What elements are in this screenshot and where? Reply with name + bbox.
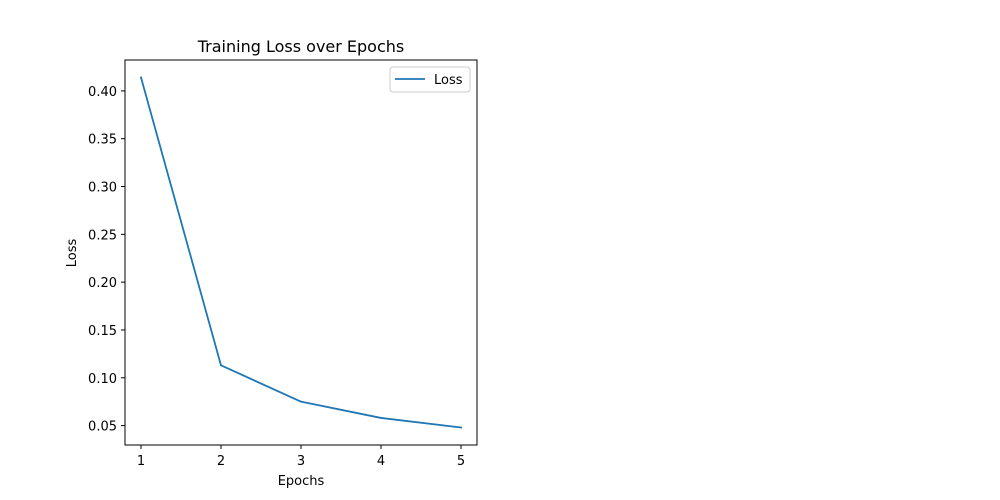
data-point [380, 417, 382, 419]
x-tick-label: 1 [137, 454, 145, 469]
chart-title: Training Loss over Epochs [197, 37, 405, 56]
plot-area [125, 60, 477, 445]
legend-label-loss: Loss [434, 73, 463, 88]
y-axis-ticks: 0.05 0.10 0.15 0.20 0.25 0.30 0.35 0.40 [88, 85, 125, 435]
x-tick-label: 3 [297, 454, 305, 469]
x-tick-label: 5 [457, 454, 465, 469]
x-axis-ticks: 1 2 3 4 5 [137, 445, 465, 469]
data-point [300, 401, 302, 403]
y-axis-label: Loss [65, 239, 80, 268]
data-point [460, 427, 462, 429]
y-tick-label: 0.15 [88, 324, 117, 339]
y-tick-label: 0.30 [88, 181, 117, 196]
data-point [220, 364, 222, 366]
y-tick-label: 0.10 [88, 372, 117, 387]
y-tick-label: 0.20 [88, 276, 117, 291]
y-tick-label: 0.25 [88, 228, 117, 243]
data-point [140, 77, 142, 79]
x-tick-label: 4 [377, 454, 385, 469]
x-tick-label: 2 [217, 454, 225, 469]
y-tick-label: 0.05 [88, 420, 117, 435]
legend: Loss [390, 67, 470, 92]
y-tick-label: 0.40 [88, 85, 117, 100]
y-tick-label: 0.35 [88, 133, 117, 148]
x-axis-label: Epochs [278, 474, 325, 489]
